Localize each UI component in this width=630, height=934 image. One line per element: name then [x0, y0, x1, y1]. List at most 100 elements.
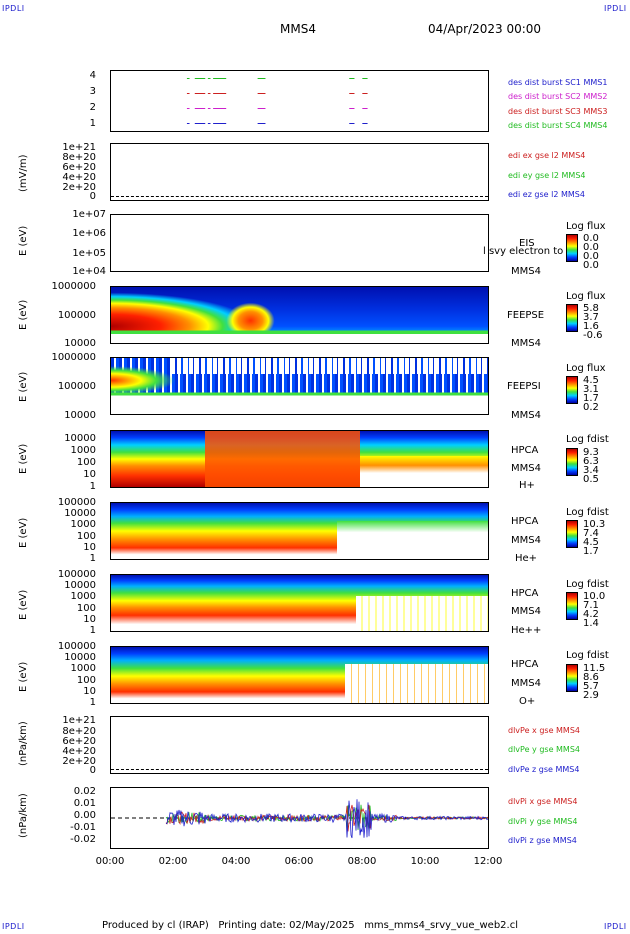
hpca-hepp-tick: 100000: [57, 569, 96, 580]
eis-instrument: EIS: [519, 238, 535, 249]
hpca-he-tick: 10000: [64, 508, 96, 519]
spacecraft-title: MMS4: [280, 22, 316, 36]
hpca-he-tick: 1000: [70, 519, 96, 530]
edi-legend-x: edi ex gse l2 MMS4: [508, 151, 586, 160]
x-tick: 12:00: [473, 856, 503, 867]
hpca-hepp-late-region: [356, 596, 488, 631]
hpca-hepp-cb-title: Log fdist: [566, 579, 609, 590]
hpca-he-ylabel: E (eV): [18, 517, 29, 548]
hpca-hepp-species: He++: [511, 625, 542, 636]
x-tick: 08:00: [347, 856, 377, 867]
hpca-he-tick: 100: [76, 531, 96, 542]
corner-label-tr: IPDLI: [604, 4, 627, 13]
eis-tick: 1e+06: [72, 228, 106, 239]
hpca-he-cb-title: Log fdist: [566, 507, 609, 518]
feepse-spacecraft: MMS4: [511, 338, 541, 349]
dpi-tick: 0.01: [73, 798, 96, 809]
x-tick: 04:00: [221, 856, 251, 867]
dpi-trace: [165, 799, 488, 839]
cb-value: 7.1: [583, 600, 599, 611]
hpca-h-ylabel: E (eV): [18, 443, 29, 474]
edi-tick: 2e+20: [62, 182, 96, 193]
eis-tick: 1e+07: [72, 209, 106, 220]
eis-tick: 1e+04: [72, 266, 106, 277]
cb-value: 0.0: [583, 260, 599, 271]
cb-value: 7.4: [583, 528, 599, 539]
hpca-hepp-tick: 100: [76, 603, 96, 614]
hpca-o-cb-values: 11.5 8.6 5.7 2.9: [583, 663, 606, 701]
cb-value: 1.4: [583, 618, 599, 629]
burst-tick: 2: [89, 102, 96, 113]
feepse-tick: 100000: [57, 310, 96, 321]
feepsi-cb-title: Log flux: [566, 363, 606, 374]
hpca-h-colorbar: [566, 448, 578, 476]
hpca-h-cb-title: Log fdist: [566, 434, 609, 445]
cb-value: 5.7: [583, 681, 599, 692]
cb-value: 0.0: [583, 242, 599, 253]
feepse-tick: 10000: [64, 338, 96, 349]
hpca-o-spacecraft: MMS4: [511, 678, 541, 689]
cb-value: 4.5: [583, 537, 599, 548]
dpi-tick: -0.01: [70, 822, 96, 833]
feepsi-tick: 1000000: [51, 352, 96, 363]
hpca-o-tick: 10: [83, 686, 96, 697]
dpi-legend-x: dlvPi x gse MMS4: [508, 797, 578, 806]
eis-panel: [110, 214, 489, 272]
cb-value: 3.7: [583, 312, 599, 323]
hpca-o-panel: [110, 646, 489, 704]
dpi-tick: -0.02: [70, 834, 96, 845]
hpca-o-tick: 100: [76, 675, 96, 686]
cb-value: 4.2: [583, 609, 599, 620]
dpe-legend-z: dlvPe z gse MMS4: [508, 765, 580, 774]
dpe-tick: 4e+20: [62, 746, 96, 757]
dpe-tick: 8e+20: [62, 726, 96, 737]
hpca-h-spacecraft: MMS4: [511, 463, 541, 474]
hpca-he-tick: 1: [89, 553, 96, 564]
cb-value: 6.3: [583, 456, 599, 467]
burst-plot: [186, 78, 368, 124]
cb-value: 11.5: [583, 663, 606, 674]
hpca-h-tick: 1: [89, 481, 96, 492]
hpca-he-colorbar: [566, 520, 578, 548]
hpca-o-cb-title: Log fdist: [566, 650, 609, 661]
cb-value: 1.6: [583, 321, 599, 332]
feepsi-colorbar: [566, 376, 578, 404]
burst-legend-1: des dist burst SC1 MMS1: [508, 78, 608, 87]
hpca-hepp-panel: [110, 574, 489, 632]
burst-tick: 3: [89, 86, 96, 97]
edi-tick: 0: [89, 191, 96, 202]
eis-tick: 1e+05: [72, 248, 106, 259]
edi-ylabel: (mV/m): [18, 154, 29, 193]
eis-cb-title: Log flux: [566, 221, 606, 232]
dpi-ylabel: (nPa/km): [18, 793, 29, 838]
hpca-he-instrument: HPCA: [511, 516, 539, 527]
hpca-hepp-cb-values: 10.0 7.1 4.2 1.4: [583, 592, 605, 629]
feepsi-panel: [110, 357, 489, 415]
feepse-tick: 1000000: [51, 281, 96, 292]
hpca-he-panel: [110, 502, 489, 560]
hpca-o-ylabel: E (eV): [18, 661, 29, 692]
hpca-o-tick: 1000: [70, 663, 96, 674]
cb-value: 0.0: [583, 233, 599, 244]
hpca-hepp-tick: 10: [83, 614, 96, 625]
footer-text: Produced by cl (IRAP) Printing date: 02/…: [102, 920, 519, 931]
hpca-he-species: He+: [515, 553, 538, 564]
eis-cb-values: 0.0 0.0 0.0 0.0: [583, 233, 599, 271]
x-tick: 00:00: [95, 856, 125, 867]
edi-tick: 1e+21: [62, 142, 96, 153]
hpca-h-species: H+: [519, 480, 535, 491]
hpca-h-late-region: [359, 456, 488, 487]
burst-panel: [110, 70, 489, 132]
hpca-h-tick: 100: [76, 457, 96, 468]
hpca-h-tick: 10000: [64, 433, 96, 444]
cb-value: 1.7: [583, 393, 599, 404]
hpca-he-spacecraft: MMS4: [511, 535, 541, 546]
feepse-spectrogram: [111, 287, 488, 343]
cb-value: 2.9: [583, 690, 599, 701]
cb-value: 1.7: [583, 546, 599, 557]
cb-value: 0.5: [583, 474, 599, 485]
cb-value: 8.6: [583, 672, 599, 683]
cb-value: 3.4: [583, 465, 599, 476]
hpca-hepp-tick: 1: [89, 625, 96, 636]
hpca-hepp-instrument: HPCA: [511, 588, 539, 599]
